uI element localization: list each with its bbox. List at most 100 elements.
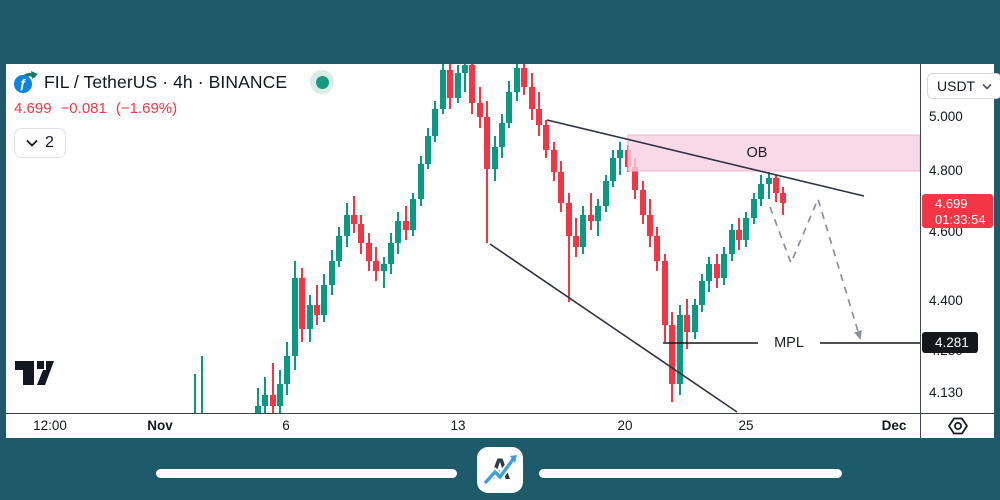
candle-body bbox=[736, 229, 742, 240]
candle-body bbox=[329, 260, 335, 285]
candle-body bbox=[314, 305, 320, 316]
candle-body bbox=[729, 229, 735, 254]
candle-body bbox=[521, 67, 527, 87]
candle-body bbox=[543, 125, 549, 150]
candle-body bbox=[307, 305, 313, 329]
candle-body bbox=[780, 193, 786, 203]
trendline-2 bbox=[489, 243, 738, 413]
candle-body bbox=[721, 253, 727, 278]
last-price-text: 4.699 bbox=[14, 100, 52, 117]
candle-body bbox=[603, 181, 609, 206]
candle-wick bbox=[590, 193, 592, 230]
price-tick-label: 4.400 bbox=[929, 293, 963, 308]
chevron-down-icon bbox=[26, 139, 38, 147]
candle-body bbox=[292, 277, 298, 356]
candle-body bbox=[706, 264, 712, 282]
time-tick-label: 13 bbox=[450, 418, 466, 433]
candle-body bbox=[403, 220, 409, 230]
candle-body bbox=[358, 223, 364, 244]
candle-body bbox=[277, 384, 283, 406]
candle-body bbox=[366, 243, 372, 261]
last-price-badge-value: 4.699 bbox=[935, 196, 968, 211]
filecoin-glyph: ƒ bbox=[14, 74, 32, 93]
symbol-row[interactable]: ƒ FIL / TetherUS · 4h · BINANCE bbox=[14, 70, 335, 94]
mpl-line-label: MPL bbox=[770, 335, 808, 351]
time-axis[interactable]: 12:00 Nov 6 13 20 25 Dec bbox=[6, 414, 920, 438]
candle-body bbox=[558, 172, 564, 203]
candle-body bbox=[551, 150, 557, 172]
candle-body bbox=[632, 166, 638, 191]
candle-wick bbox=[383, 257, 385, 289]
ob-zone-label: OB bbox=[746, 145, 768, 161]
candle-body bbox=[714, 264, 720, 278]
candle-body bbox=[773, 178, 779, 194]
chart-header: ƒ FIL / TetherUS · 4h · BINANCE 4.699 −0… bbox=[14, 70, 335, 158]
candle-wick bbox=[464, 64, 466, 93]
candle-body bbox=[699, 281, 705, 306]
candle-body bbox=[766, 178, 772, 185]
candle-body bbox=[270, 395, 276, 406]
candle-body bbox=[662, 260, 668, 326]
candle-body bbox=[344, 214, 350, 237]
tradingview-logo[interactable] bbox=[14, 360, 54, 387]
candle-wick bbox=[486, 100, 488, 244]
candle-body bbox=[388, 243, 394, 265]
candle-body bbox=[751, 199, 757, 218]
candle-wick bbox=[619, 141, 621, 176]
candle-body bbox=[418, 163, 424, 200]
drawing-overlay bbox=[489, 119, 920, 413]
candle-body bbox=[336, 236, 342, 261]
candle-body bbox=[617, 150, 623, 159]
axis-settings-corner[interactable] bbox=[921, 414, 994, 438]
candle-wick bbox=[201, 355, 203, 413]
candle-body bbox=[469, 64, 475, 104]
chevron-down-icon bbox=[982, 83, 992, 90]
candle-body bbox=[440, 70, 446, 109]
objects-tree-button[interactable]: 2 bbox=[14, 128, 66, 158]
brand-logo: A bbox=[477, 447, 523, 493]
axis-vertical-separator bbox=[920, 64, 921, 438]
candle-body bbox=[299, 277, 305, 329]
candle-body bbox=[758, 184, 764, 200]
candle-body bbox=[610, 158, 616, 182]
axis-horizontal-separator bbox=[6, 413, 994, 414]
price-tick-label: 4.800 bbox=[929, 163, 963, 178]
candle-body bbox=[484, 117, 490, 170]
candle-body bbox=[499, 122, 505, 148]
candle-wick bbox=[257, 387, 259, 413]
chart-pane[interactable]: OB MPL ƒ FIL / TetherUS · 4h · BINANCE bbox=[6, 64, 920, 413]
ob-zone-rect bbox=[627, 134, 920, 172]
candle-body bbox=[580, 214, 586, 247]
candlestick-series bbox=[6, 64, 920, 413]
candle-body bbox=[743, 217, 749, 240]
price-change-pct-text: (−1.69%) bbox=[115, 100, 178, 117]
candle-body bbox=[640, 190, 646, 215]
realtime-status-icon bbox=[310, 70, 335, 94]
realtime-status-dot bbox=[315, 75, 329, 89]
candle-body bbox=[255, 405, 261, 413]
chart-settings-icon[interactable] bbox=[947, 415, 969, 437]
candle-wick bbox=[272, 362, 274, 413]
bar-countdown: 01:33:54 bbox=[935, 212, 986, 227]
trendline-1 bbox=[546, 119, 865, 197]
time-tick-label: Nov bbox=[147, 418, 173, 433]
price-change-text: −0.081 bbox=[60, 100, 107, 117]
candle-body bbox=[692, 305, 698, 332]
time-tick-label: 12:00 bbox=[33, 418, 67, 433]
candle-body bbox=[351, 214, 357, 224]
candle-body bbox=[455, 73, 461, 98]
symbol-title[interactable]: FIL / TetherUS · 4h · BINANCE bbox=[44, 71, 288, 92]
candle-body bbox=[395, 220, 401, 244]
candle-body bbox=[684, 315, 690, 332]
candle-body bbox=[566, 202, 572, 237]
currency-button[interactable]: USDT bbox=[927, 73, 1000, 99]
last-price-badge: 4.699 01:33:54 bbox=[922, 194, 993, 228]
candle-body bbox=[536, 108, 542, 126]
time-tick-label: 20 bbox=[617, 418, 633, 433]
price-tick-label: 5.000 bbox=[929, 109, 963, 124]
price-tick-label: 4.130 bbox=[929, 385, 963, 400]
brand-arrow-icon bbox=[482, 455, 517, 486]
candle-body bbox=[677, 315, 683, 385]
